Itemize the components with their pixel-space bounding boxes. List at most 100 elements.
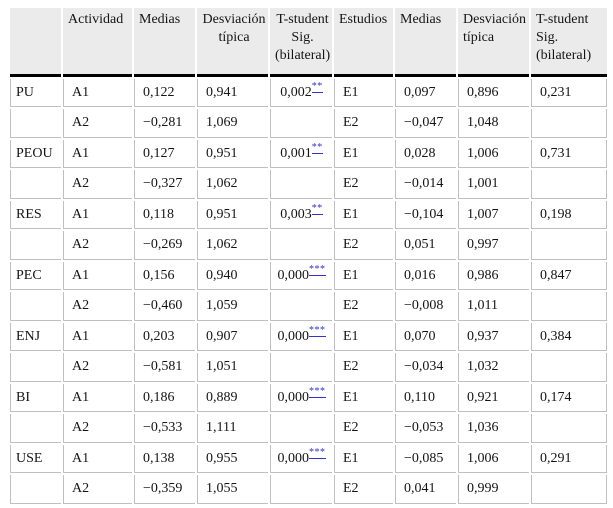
sig-value: 0,000	[277, 450, 310, 466]
activity-sig-cell: 0,000***	[270, 322, 332, 352]
table-row: A2 −0,533 1,111 E2 −0,053 1,036	[10, 414, 607, 443]
activity-group-cell: A1	[63, 200, 132, 230]
studies-sig-cell	[531, 414, 607, 443]
sig-footnote-link[interactable]: **	[311, 80, 323, 93]
studies-group-cell: E2	[334, 353, 393, 382]
activity-group-cell: A2	[63, 475, 132, 504]
header-tstudent-estudios: T-student Sig. (bilateral)	[531, 8, 607, 77]
studies-mean-cell: 0,016	[395, 261, 456, 291]
studies-sd-cell: 1,006	[458, 139, 529, 169]
studies-group-cell: E2	[334, 109, 393, 138]
studies-mean-cell: −0,034	[395, 353, 456, 382]
studies-sd-cell: 1,001	[458, 170, 529, 199]
studies-mean-cell: −0,008	[395, 292, 456, 321]
table-row: A2 −0,581 1,051 E2 −0,034 1,032	[10, 353, 607, 382]
studies-group-cell: E1	[334, 139, 393, 169]
activity-mean-cell: −0,327	[134, 170, 195, 199]
activity-mean-cell: 0,138	[134, 444, 195, 474]
studies-group-cell: E2	[334, 170, 393, 199]
activity-sd-cell: 1,069	[197, 109, 268, 138]
activity-mean-cell: 0,156	[134, 261, 195, 291]
studies-group-cell: E2	[334, 475, 393, 504]
studies-sd-cell: 0,986	[458, 261, 529, 291]
sig-value: 0,001	[280, 145, 312, 161]
activity-group-cell: A2	[63, 170, 132, 199]
construct-label: ENJ	[10, 322, 61, 352]
table-row: A2 −0,359 1,055 E2 0,041 0,999	[10, 475, 607, 504]
activity-sig-cell	[270, 170, 332, 199]
studies-sd-cell: 0,896	[458, 78, 529, 108]
activity-mean-cell: −0,460	[134, 292, 195, 321]
studies-group-cell: E1	[334, 78, 393, 108]
studies-mean-cell: 0,070	[395, 322, 456, 352]
studies-group-cell: E1	[334, 444, 393, 474]
construct-label: BI	[10, 383, 61, 413]
activity-group-cell: A1	[63, 139, 132, 169]
studies-mean-cell: 0,028	[395, 139, 456, 169]
studies-group-cell: E1	[334, 261, 393, 291]
table-row: RES A1 0,118 0,951 0,003** E1 −0,104 1,0…	[10, 200, 607, 230]
activity-group-cell: A1	[63, 261, 132, 291]
studies-sd-cell: 0,999	[458, 475, 529, 504]
activity-sd-cell: 1,062	[197, 231, 268, 260]
studies-sig-cell	[531, 109, 607, 138]
activity-sig-cell	[270, 353, 332, 382]
construct-label	[10, 170, 61, 199]
studies-sig-cell: 0,291	[531, 444, 607, 474]
studies-sd-cell: 1,006	[458, 444, 529, 474]
table-row: A2 −0,327 1,062 E2 −0,014 1,001	[10, 170, 607, 199]
studies-mean-cell: −0,104	[395, 200, 456, 230]
studies-sd-cell: 1,032	[458, 353, 529, 382]
sig-value: 0,000	[277, 267, 310, 283]
studies-group-cell: E1	[334, 383, 393, 413]
table-row: BI A1 0,186 0,889 0,000*** E1 0,110 0,92…	[10, 383, 607, 413]
studies-mean-cell: −0,085	[395, 444, 456, 474]
studies-sd-cell: 0,921	[458, 383, 529, 413]
studies-mean-cell: 0,110	[395, 383, 456, 413]
activity-sig-cell: 0,000***	[270, 261, 332, 291]
activity-sd-cell: 1,055	[197, 475, 268, 504]
activity-group-cell: A2	[63, 109, 132, 138]
studies-sig-cell	[531, 353, 607, 382]
activity-sd-cell: 1,059	[197, 292, 268, 321]
studies-group-cell: E2	[334, 414, 393, 443]
construct-label	[10, 231, 61, 260]
sig-footnote-link[interactable]: **	[311, 202, 323, 215]
activity-group-cell: A1	[63, 383, 132, 413]
studies-group-cell: E2	[334, 292, 393, 321]
activity-mean-cell: 0,122	[134, 78, 195, 108]
activity-mean-cell: 0,203	[134, 322, 195, 352]
studies-sig-cell	[531, 475, 607, 504]
sig-value: 0,000	[277, 328, 310, 344]
sig-footnote-link[interactable]: **	[311, 141, 323, 154]
studies-sig-cell: 0,847	[531, 261, 607, 291]
studies-mean-cell: 0,097	[395, 78, 456, 108]
activity-group-cell: A1	[63, 322, 132, 352]
activity-sd-cell: 0,955	[197, 444, 268, 474]
studies-mean-cell: −0,053	[395, 414, 456, 443]
table-row: A2 −0,269 1,062 E2 0,051 0,997	[10, 231, 607, 260]
activity-sig-cell: 0,002**	[270, 78, 332, 108]
studies-group-cell: E1	[334, 322, 393, 352]
construct-label	[10, 109, 61, 138]
sig-footnote-link[interactable]: ***	[309, 385, 326, 398]
activity-group-cell: A1	[63, 444, 132, 474]
header-medias-estudios: Medias	[395, 8, 456, 77]
sig-footnote-link[interactable]: ***	[309, 263, 326, 276]
header-desviacion-actividad: Desviación típica	[197, 8, 268, 77]
header-desviacion-estudios: Desviación típica	[458, 8, 529, 77]
construct-label	[10, 353, 61, 382]
construct-label	[10, 414, 61, 443]
studies-sd-cell: 1,048	[458, 109, 529, 138]
activity-sd-cell: 0,951	[197, 200, 268, 230]
header-estudios: Estudios	[334, 8, 393, 77]
header-blank	[10, 8, 61, 77]
studies-mean-cell: −0,047	[395, 109, 456, 138]
construct-label: PU	[10, 78, 61, 108]
studies-sig-cell: 0,731	[531, 139, 607, 169]
sig-footnote-link[interactable]: ***	[309, 324, 326, 337]
sig-footnote-link[interactable]: ***	[309, 446, 326, 459]
header-row: Actividad Medias Desviación típica T-stu…	[10, 8, 607, 77]
studies-sig-cell	[531, 231, 607, 260]
studies-sd-cell: 0,937	[458, 322, 529, 352]
